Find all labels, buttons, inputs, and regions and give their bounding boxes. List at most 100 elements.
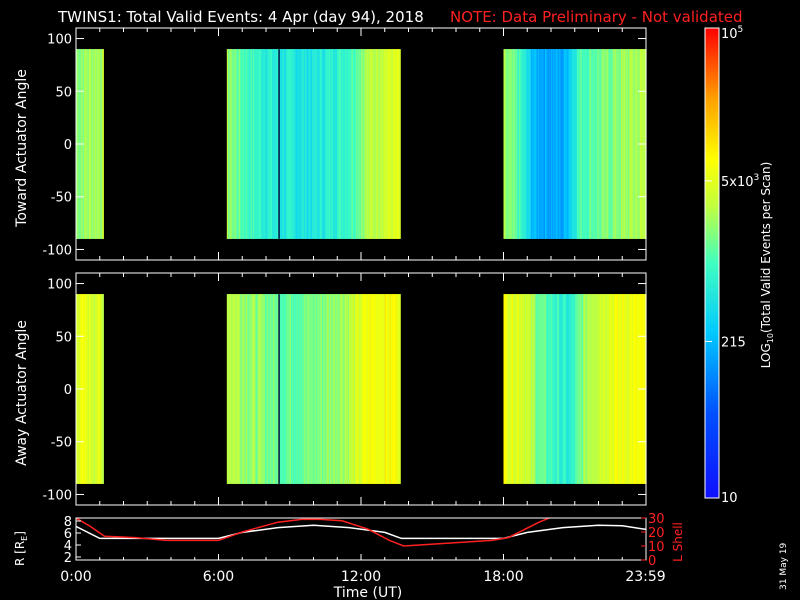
heatmap-cell [587,294,590,484]
heatmap-cell [258,49,261,239]
heatmap-cell [596,294,598,484]
heatmap-cell [571,49,573,239]
heatmap-cell [232,49,235,239]
heatmap-cell [552,294,554,484]
heatmap-cell [330,294,332,484]
heatmap-cell [562,294,565,484]
heatmap-cell [577,49,579,239]
y-tick-label: 0 [64,138,72,153]
heatmap-cell [521,294,524,484]
heatmap-cell [371,49,374,239]
heatmap-cell [604,49,607,239]
heatmap-cell [509,49,512,239]
heatmap-cell [300,294,303,484]
heatmap-cell [338,49,341,239]
right-tick-label: 10 [648,540,665,555]
heatmap-cell [540,49,543,239]
heatmap-cell [247,294,249,484]
heatmap-cell [254,294,256,484]
heatmap-cell [546,294,549,484]
heatmap-cell [305,294,307,484]
heatmap-cell [504,49,507,239]
heatmap-cell [635,49,638,239]
heatmap-cell [520,294,522,484]
heatmap-cell [555,49,558,239]
heatmap-cell [283,49,286,239]
heatmap-cell [599,294,602,484]
heatmap-cell [267,294,269,484]
heatmap-cell [541,49,544,239]
heatmap-cell [91,49,94,239]
heatmap-cell [382,294,385,484]
heatmap-cell [239,294,242,484]
heatmap-cell [562,49,565,239]
heatmap-cell [89,294,91,484]
heatmap-cell [509,294,512,484]
heatmap-cell [377,49,380,239]
colorbar-ticks: 10 215 5x103 105 [705,25,759,506]
heatmap-cell [306,294,309,484]
heatmap-cell [312,49,315,239]
heatmap-cell [230,49,233,239]
heatmap-cell [358,49,361,239]
heatmap-cell [617,49,620,239]
heatmap-cell [285,49,287,239]
heatmap-cell [636,294,639,484]
heatmap-cell [537,49,540,239]
heatmap-cell [349,49,351,239]
heatmap-cell [615,294,617,484]
heatmap-cell [252,49,255,239]
heatmap-cell [511,49,514,239]
heatmap-cell [573,294,576,484]
heatmap-cell [96,49,98,239]
y-ticks: 100 50 0 -50 -100 [42,33,646,258]
heatmap-cell [361,49,363,239]
heatmap-cell [503,49,506,239]
heatmap-cell [356,49,359,239]
heatmap-cell [321,49,324,239]
heatmap-cell [510,294,513,484]
heatmap-cell [381,294,383,484]
heatmap-cell [346,294,349,484]
heatmap-cell [374,294,376,484]
heatmap-cell [384,49,387,239]
heatmap-cell [382,49,385,239]
heatmap-cell [326,49,329,239]
heatmap-cell [289,49,292,239]
heatmap-cell [340,49,343,239]
heatmap-cell [273,49,275,239]
heatmap-cell [254,49,256,239]
heatmap-cell [250,49,253,239]
heatmap-cell [578,49,581,239]
heatmap-cell [363,294,366,484]
heatmap-cell [527,294,530,484]
heatmap-cell [554,49,557,239]
heatmap-cell [361,294,363,484]
heatmap-cell [364,49,367,239]
heatmap-cell [397,49,400,239]
heatmap-cell [363,49,366,239]
colorbar [704,27,720,499]
heatmap-cell [332,49,335,239]
heatmap-cell [241,294,243,484]
heatmap-cell [279,49,281,239]
heatmap-cell [298,294,300,484]
heatmap-cell [564,294,566,484]
heatmap-cell [232,294,235,484]
heatmap-cell [548,49,551,239]
heatmap-cell [624,294,627,484]
heatmap-cell [96,294,98,484]
heatmap-cell [100,294,103,484]
heatmap-cell [567,49,570,239]
heatmap-cell [315,49,318,239]
heatmap-cell [372,49,375,239]
heatmap-cell [610,294,613,484]
heatmap-cell [612,49,615,239]
heatmap-cell [279,294,281,484]
heatmap-cell [543,294,546,484]
heatmap-cell [344,294,347,484]
heatmap-cell [260,294,262,484]
heatmap-cell [342,294,344,484]
heatmap-cell [263,49,266,239]
heatmap-cell [328,294,331,484]
